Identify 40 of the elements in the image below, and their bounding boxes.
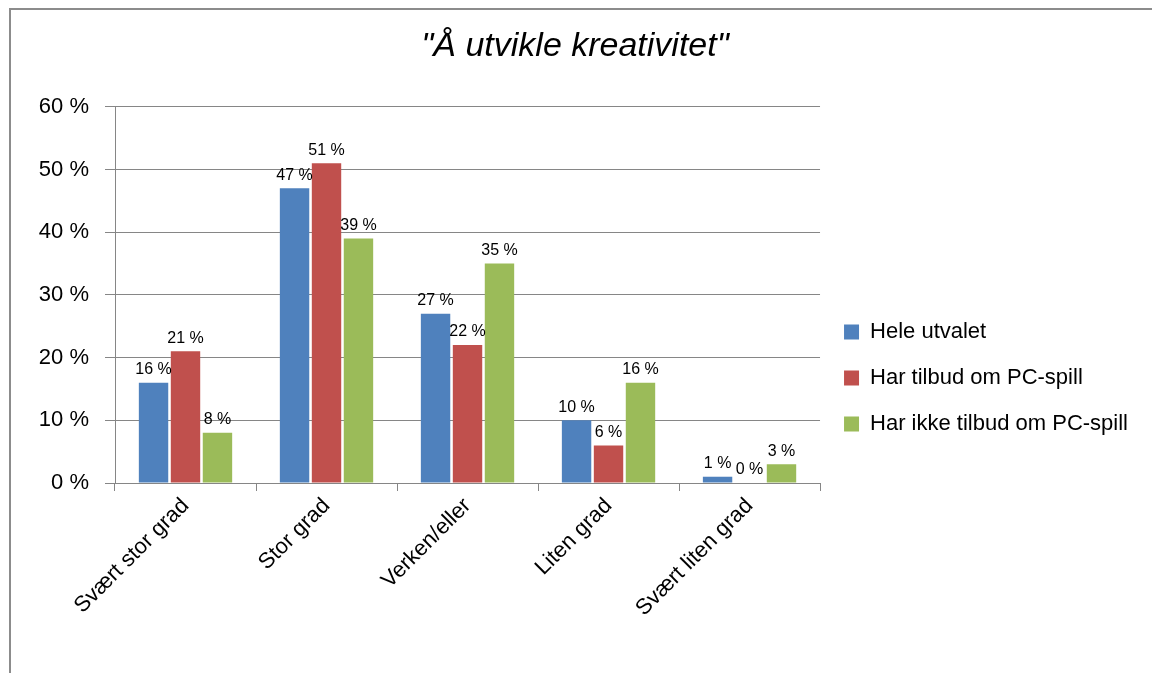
y-tick-label: 20 % — [38, 343, 89, 369]
y-tick-label: 0 % — [51, 469, 89, 495]
y-tick-label: 60 % — [38, 92, 89, 118]
bar — [561, 420, 592, 483]
data-label: 39 % — [340, 215, 377, 233]
legend-label: Har ikke tilbud om PC-spill — [870, 410, 1129, 436]
data-label: 27 % — [417, 291, 454, 309]
data-label: 16 % — [622, 360, 659, 378]
bar — [138, 382, 169, 483]
bar — [766, 464, 797, 483]
legend-label: Har tilbud om PC-spill — [870, 364, 1083, 390]
bar — [452, 345, 483, 483]
data-label: 0 % — [735, 460, 764, 478]
y-tick-label: 40 % — [38, 218, 89, 244]
data-label: 35 % — [481, 240, 518, 258]
data-label: 10 % — [558, 397, 595, 415]
bar — [420, 313, 451, 483]
bar — [170, 351, 201, 483]
data-label: 21 % — [167, 328, 204, 346]
y-tick-label: 50 % — [38, 155, 89, 181]
y-tick-label: 30 % — [38, 280, 89, 306]
bar — [311, 163, 342, 483]
bar — [279, 188, 310, 483]
bar — [202, 432, 233, 483]
bar — [343, 238, 374, 483]
data-label: 8 % — [203, 410, 232, 428]
bar — [484, 263, 515, 483]
data-label: 16 % — [135, 360, 172, 378]
data-label: 3 % — [767, 441, 796, 459]
data-label: 51 % — [308, 140, 345, 158]
bar — [702, 476, 733, 483]
bar — [593, 445, 624, 483]
data-label: 47 % — [276, 165, 313, 183]
chart-title: "Å utvikle kreativitet" — [421, 24, 731, 63]
data-label: 1 % — [703, 454, 732, 472]
legend-label: Hele utvalet — [870, 318, 987, 344]
y-tick-label: 10 % — [38, 406, 89, 432]
data-label: 22 % — [449, 322, 486, 340]
bar — [625, 382, 656, 483]
data-label: 6 % — [594, 422, 623, 440]
